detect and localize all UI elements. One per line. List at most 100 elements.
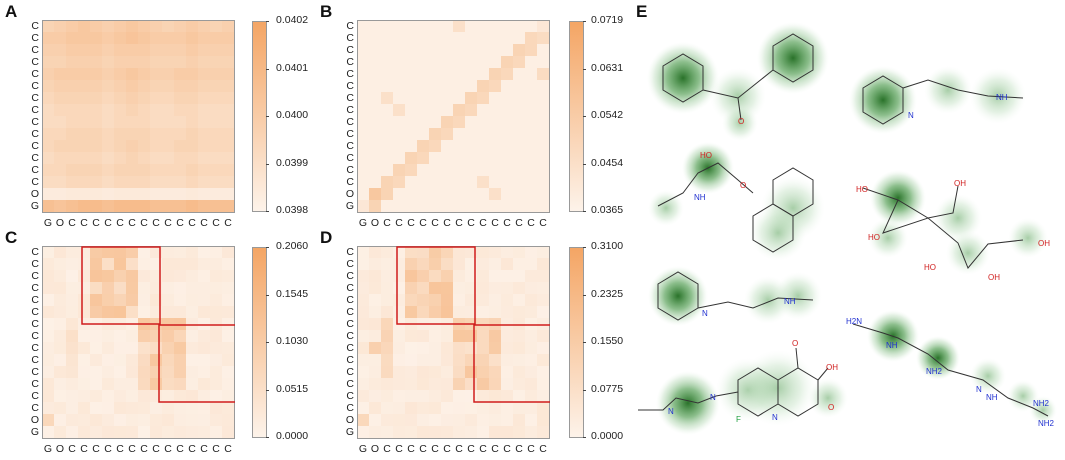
- heatmap-cell: [174, 116, 186, 128]
- heatmap-cell: [405, 20, 417, 32]
- x-axis-label: C: [383, 217, 391, 229]
- x-axis-label: C: [212, 443, 220, 455]
- heatmap-cell: [162, 294, 174, 306]
- y-axis-label: C: [31, 330, 39, 342]
- heatmap-cell: [525, 152, 537, 164]
- x-axis-label: O: [55, 443, 65, 455]
- heatmap-cell: [513, 426, 525, 438]
- heatmap-cell: [525, 56, 537, 68]
- heatmap-cell: [453, 188, 465, 200]
- heatmap-cell: [417, 294, 429, 306]
- heatmap-cell: [66, 402, 78, 414]
- x-axis-label: C: [200, 443, 208, 455]
- y-axis-label: C: [346, 92, 354, 104]
- heatmap-cell: [417, 128, 429, 140]
- heatmap-cell: [210, 32, 222, 44]
- heatmap-cell: [429, 390, 441, 402]
- heatmap-cell: [501, 104, 513, 116]
- heatmap-cell: [78, 116, 90, 128]
- heatmap-cell: [78, 92, 90, 104]
- heatmap-cell: [198, 354, 210, 366]
- heatmap-cell: [126, 56, 138, 68]
- heatmap-cell: [174, 390, 186, 402]
- heatmap-cell: [453, 366, 465, 378]
- colorbar-tick: [266, 390, 269, 391]
- heatmap-cell: [78, 342, 90, 354]
- heatmap-cell: [138, 68, 150, 80]
- heatmap-cell: [489, 270, 501, 282]
- heatmap-cell: [114, 188, 126, 200]
- heatmap-cell: [513, 318, 525, 330]
- heatmap-cell: [54, 378, 66, 390]
- heatmap-cell: [42, 32, 54, 44]
- heatmap-cell: [357, 414, 369, 426]
- heatmap-cell: [405, 140, 417, 152]
- x-axis-label: C: [515, 217, 523, 229]
- heatmap-cell: [417, 378, 429, 390]
- y-axis-label: C: [346, 390, 354, 402]
- heatmap-cell: [90, 164, 102, 176]
- heatmap-cell: [453, 390, 465, 402]
- heatmap-cell: [489, 342, 501, 354]
- heatmap-cell: [393, 414, 405, 426]
- heatmap-cell: [174, 402, 186, 414]
- x-axis-label: C: [467, 217, 475, 229]
- heatmap-cell: [513, 390, 525, 402]
- y-axis-label: C: [31, 354, 39, 366]
- heatmap-cell: [477, 176, 489, 188]
- heatmap-cell: [381, 188, 393, 200]
- y-axis-label: C: [31, 116, 39, 128]
- heatmap-cell: [477, 140, 489, 152]
- heatmap-cell: [66, 56, 78, 68]
- heatmap-cell: [114, 92, 126, 104]
- heatmap-cell: [465, 306, 477, 318]
- heatmap-cell: [357, 318, 369, 330]
- x-axis-label: C: [431, 443, 439, 455]
- heatmap-cell: [174, 354, 186, 366]
- heatmap-cell: [78, 200, 90, 212]
- heatmap-cell: [501, 330, 513, 342]
- heatmap-cell: [210, 354, 222, 366]
- y-axis-label: C: [31, 32, 39, 44]
- y-axis-label: G: [30, 200, 39, 212]
- y-axis-label: C: [346, 56, 354, 68]
- heatmap-cell: [501, 402, 513, 414]
- heatmap-cell: [369, 330, 381, 342]
- heatmap-cell: [369, 188, 381, 200]
- heatmap-cell: [114, 282, 126, 294]
- heatmap-cell: [150, 104, 162, 116]
- heatmap-cell: [78, 426, 90, 438]
- heatmap-cell: [501, 366, 513, 378]
- colorbar-tick: [266, 21, 269, 22]
- heatmap-cell: [138, 354, 150, 366]
- heatmap-cell: [477, 354, 489, 366]
- heatmap-cell: [381, 366, 393, 378]
- heatmap-cell: [369, 402, 381, 414]
- heatmap-cell: [66, 80, 78, 92]
- heatmap-cell: [417, 188, 429, 200]
- heatmap-cell: [138, 56, 150, 68]
- heatmap-cell: [222, 270, 234, 282]
- heatmap-cell: [369, 390, 381, 402]
- heatmap-cell: [90, 200, 102, 212]
- heatmap-cell: [513, 164, 525, 176]
- heatmap-cell: [102, 294, 114, 306]
- heatmap-cell: [78, 330, 90, 342]
- heatmap-cell: [174, 32, 186, 44]
- heatmap-cell: [54, 390, 66, 402]
- heatmap-cell: [186, 20, 198, 32]
- heatmap-cell: [66, 258, 78, 270]
- heatmap-cell: [441, 330, 453, 342]
- heatmap-cell: [369, 354, 381, 366]
- colorbar-c: [252, 247, 267, 438]
- y-axis-label: C: [346, 116, 354, 128]
- heatmap-cell: [102, 164, 114, 176]
- heatmap-cell: [114, 258, 126, 270]
- heatmap-cell: [66, 44, 78, 56]
- heatmap-cell: [525, 378, 537, 390]
- heatmap-cell: [210, 92, 222, 104]
- x-axis-label: C: [455, 443, 463, 455]
- heatmap-cell: [102, 32, 114, 44]
- heatmap-cell: [210, 342, 222, 354]
- heatmap-cell: [405, 44, 417, 56]
